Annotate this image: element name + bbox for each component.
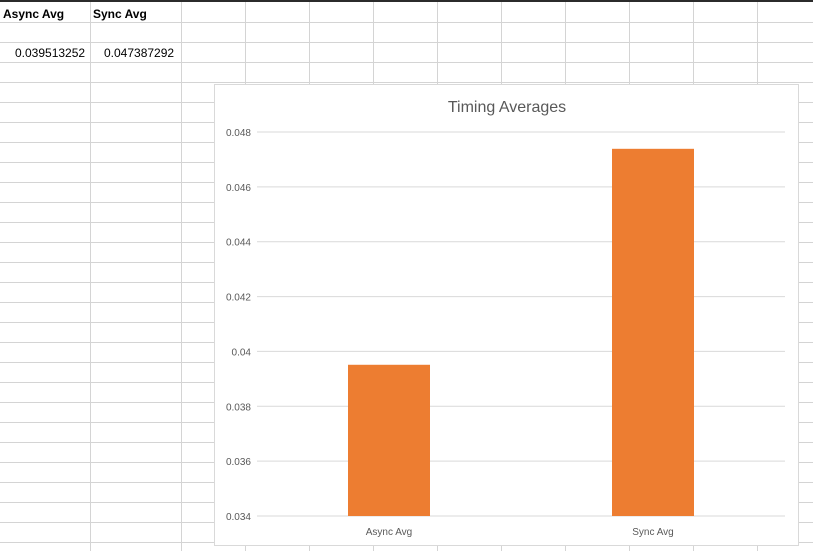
header-cell-async-avg[interactable]: Async Avg xyxy=(3,7,65,21)
sheet-top-border xyxy=(0,0,813,2)
x-tick-label: Async Avg xyxy=(366,527,413,538)
x-tick-label: Sync Avg xyxy=(632,527,674,538)
y-tick-label: 0.038 xyxy=(226,402,251,413)
y-tick-label: 0.034 xyxy=(226,512,251,523)
header-cell-sync-avg[interactable]: Sync Avg xyxy=(93,7,147,21)
bar-sync-avg xyxy=(612,148,694,516)
chart-plot: Timing Averages 0.034 0.036 0.038 0.04 0.042 0… xyxy=(226,99,785,538)
y-tick-label: 0.046 xyxy=(226,183,251,194)
chart-area[interactable]: Timing Averages 0.034 0.036 0.038 0.04 0.042 0… xyxy=(214,84,799,546)
y-tick-label: 0.04 xyxy=(232,347,252,358)
y-tick-label: 0.044 xyxy=(226,238,251,249)
y-tick-label: 0.042 xyxy=(226,293,251,304)
y-tick-label: 0.048 xyxy=(226,128,251,139)
value-cell-async-avg[interactable]: 0.039513252 xyxy=(15,46,86,60)
chart-title: Timing Averages xyxy=(448,99,566,116)
value-cell-sync-avg[interactable]: 0.047387292 xyxy=(104,46,175,60)
bar-async-avg xyxy=(348,364,430,516)
y-tick-label: 0.036 xyxy=(226,457,251,468)
